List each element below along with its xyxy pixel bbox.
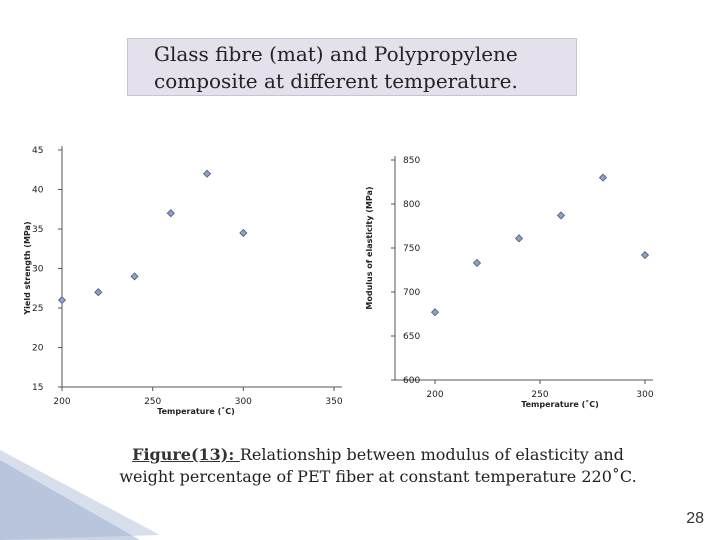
y-tick-label: 40 xyxy=(32,186,44,196)
y-tick-label: 750 xyxy=(403,244,420,254)
x-tick-label: 300 xyxy=(235,397,252,407)
data-point xyxy=(556,211,566,220)
y-tick-label: 800 xyxy=(403,200,420,210)
data-point xyxy=(430,308,440,317)
slide-title-line-2: composite at different temperature. xyxy=(154,69,518,93)
data-point xyxy=(598,173,608,182)
slide-title-line-1: Glass fibre (mat) and Polypropylene xyxy=(154,42,518,66)
y-tick-label: 25 xyxy=(32,304,43,314)
charts-canvas: 15 20 25 30 35 40 45 200 250 300 350 Temperature (˚… xyxy=(23,146,654,416)
x-tick-label: 200 xyxy=(426,390,443,400)
y-tick-label: 700 xyxy=(403,288,420,298)
y-tick-label: 600 xyxy=(403,376,420,386)
x-tick-label: 250 xyxy=(144,397,161,407)
figure-reference: Figure(13): xyxy=(132,445,240,464)
caption-text-2: weight percentage of PET fiber at consta… xyxy=(119,467,637,486)
y-tick-label: 15 xyxy=(32,383,43,393)
x-tick-label: 200 xyxy=(53,397,70,407)
data-point xyxy=(514,234,524,243)
data-point xyxy=(640,250,650,260)
data-point xyxy=(94,288,103,297)
data-point xyxy=(239,228,248,238)
y-axis-label: Modulus of elasticity (MPa) xyxy=(365,186,374,309)
yield-strength-chart: 15 20 25 30 35 40 45 200 250 300 350 Temperature (˚… xyxy=(23,146,343,416)
y-tick-label: 20 xyxy=(32,344,44,354)
y-tick-label: 850 xyxy=(403,156,420,166)
data-point xyxy=(130,272,139,281)
caption-text-1: Relationship between modulus of elastici… xyxy=(239,445,624,464)
slide-title: Glass fibre (mat) and Polypropylene comp… xyxy=(127,38,577,96)
data-point xyxy=(57,296,67,305)
decorative-corner-shape xyxy=(0,450,160,540)
x-tick-label: 350 xyxy=(325,397,342,407)
figure-caption: Figure(13): Relationship between modulus… xyxy=(98,444,658,488)
y-tick-label: 30 xyxy=(32,265,44,275)
x-tick-label: 250 xyxy=(531,390,548,400)
y-tick-label: 35 xyxy=(32,225,43,235)
page-number: 28 xyxy=(686,510,704,527)
y-axis-label: Yield strength (MPa) xyxy=(23,221,32,315)
x-tick-label: 300 xyxy=(636,390,653,400)
modulus-chart: 600 650 700 750 800 850 200 250 300 Temperature (… xyxy=(365,156,654,409)
y-tick-label: 650 xyxy=(403,332,420,342)
data-point xyxy=(166,209,175,218)
x-axis-label: Temperature (˚C) xyxy=(157,406,235,416)
x-axis-label: Temperature (˚C) xyxy=(521,399,599,409)
data-point xyxy=(203,169,212,178)
data-point xyxy=(472,258,482,268)
y-tick-label: 45 xyxy=(32,146,43,156)
